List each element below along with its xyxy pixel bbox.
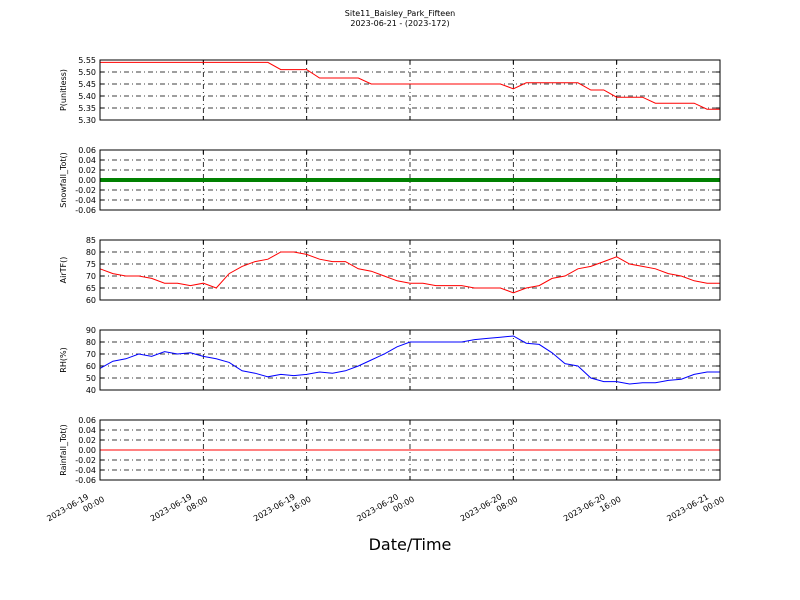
- y-tick-label: 0.00: [78, 176, 96, 185]
- data-line: [99, 335, 720, 385]
- y-tick-label: -0.04: [75, 466, 96, 475]
- x-tick-label: 2023-06-19 16:00: [252, 486, 313, 532]
- y-tick-label: 65: [86, 284, 96, 293]
- plot-frame: [99, 239, 721, 301]
- y-tick-label: 90: [86, 326, 96, 335]
- x-tick-label: 2023-06-19 00:00: [45, 486, 106, 532]
- y-axis-label: RH(%): [59, 347, 68, 372]
- y-tick-label: 60: [86, 296, 96, 305]
- x-tick-label: 2023-06-20 16:00: [562, 486, 623, 532]
- y-tick-label: 5.30: [78, 116, 96, 125]
- y-tick-label: -0.06: [75, 476, 96, 485]
- y-tick-label: 80: [86, 248, 96, 257]
- y-tick-label: 80: [86, 338, 96, 347]
- y-tick-label: -0.02: [75, 456, 96, 465]
- y-tick-label: 75: [86, 260, 96, 269]
- y-tick-label: 0.02: [78, 436, 96, 445]
- y-tick-label: 5.45: [78, 80, 96, 89]
- y-tick-label: 0.06: [78, 146, 96, 155]
- x-tick-label: 2023-06-21 00:00: [665, 486, 726, 532]
- y-tick-label: 85: [86, 236, 96, 245]
- y-tick-label: 60: [86, 362, 96, 371]
- y-tick-label: 0.00: [78, 446, 96, 455]
- y-tick-label: 0.06: [78, 416, 96, 425]
- y-tick-label: 0.02: [78, 166, 96, 175]
- plot-frame: [99, 419, 721, 481]
- y-tick-label: 5.35: [78, 104, 96, 113]
- y-tick-label: -0.06: [75, 206, 96, 215]
- x-tick-label: 2023-06-19 08:00: [149, 486, 210, 532]
- data-line: [100, 61, 720, 110]
- y-tick-label: 0.04: [78, 426, 96, 435]
- y-axis-label: AirTF(): [59, 257, 68, 284]
- y-tick-label: 5.40: [78, 92, 96, 101]
- plot-frame: [99, 149, 721, 211]
- plot-frame: [99, 329, 721, 391]
- y-tick-label: 5.50: [78, 68, 96, 77]
- y-tick-label: 5.55: [78, 56, 96, 65]
- y-tick-label: 70: [86, 350, 96, 359]
- chart-subtitle: 2023-06-21 - (2023-172): [350, 19, 449, 28]
- data-line: [99, 251, 720, 294]
- y-axis-label: Snowfall_Tot(): [59, 152, 68, 208]
- x-tick-label: 2023-06-20 00:00: [355, 486, 416, 532]
- plot-frame: [99, 59, 721, 121]
- y-tick-label: -0.02: [75, 186, 96, 195]
- y-tick-label: -0.04: [75, 196, 96, 205]
- y-tick-label: 0.04: [78, 156, 96, 165]
- y-axis-label: Rainfall_Tot(): [59, 424, 68, 476]
- y-axis-label: P(unitless): [59, 69, 68, 111]
- y-tick-label: 70: [86, 272, 96, 281]
- x-axis-label: Date/Time: [369, 535, 452, 554]
- y-tick-label: 50: [86, 374, 96, 383]
- x-tick-label: 2023-06-20 08:00: [459, 486, 520, 532]
- chart-title: Site11_Baisley_Park_Fifteen: [345, 9, 455, 18]
- y-tick-label: 40: [86, 386, 96, 395]
